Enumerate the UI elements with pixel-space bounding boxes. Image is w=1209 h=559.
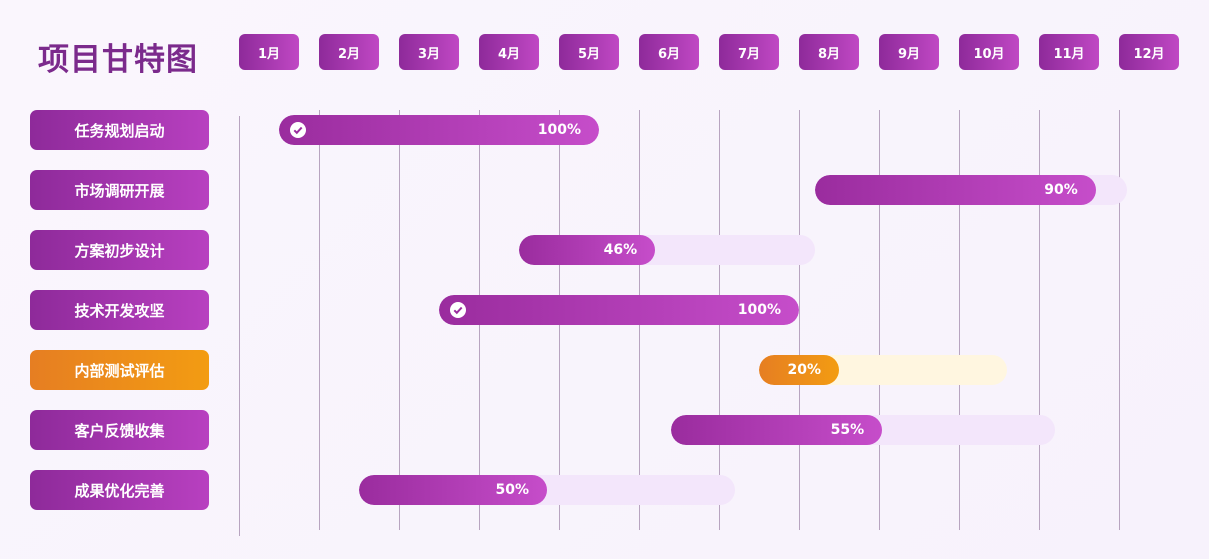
month-header-1[interactable]: 1月 <box>239 34 299 70</box>
task-bar[interactable]: 90% <box>815 175 1127 205</box>
task-label[interactable]: 客户反馈收集 <box>30 410 209 450</box>
grid-line <box>1039 110 1040 530</box>
check-circle-icon <box>450 302 466 318</box>
month-header-5[interactable]: 5月 <box>559 34 619 70</box>
month-header-2[interactable]: 2月 <box>319 34 379 70</box>
month-header-12[interactable]: 12月 <box>1119 34 1179 70</box>
month-header-9[interactable]: 9月 <box>879 34 939 70</box>
task-progress-label: 55% <box>830 422 865 438</box>
month-header-6[interactable]: 6月 <box>639 34 699 70</box>
task-bar[interactable]: 100% <box>439 295 799 325</box>
task-bar[interactable]: 55% <box>671 415 1055 445</box>
task-progress-label: 100% <box>737 302 781 318</box>
grid-line <box>799 110 800 530</box>
check-circle-icon <box>290 122 306 138</box>
task-progress-fill: 50% <box>359 475 547 505</box>
task-progress-label: 20% <box>787 362 821 378</box>
grid-line <box>1119 110 1120 530</box>
task-label[interactable]: 任务规划启动 <box>30 110 209 150</box>
task-progress-label: 50% <box>495 482 529 498</box>
task-progress-fill: 100% <box>279 115 599 145</box>
task-bar[interactable]: 100% <box>279 115 599 145</box>
task-bar[interactable]: 20% <box>759 355 1007 385</box>
grid-line <box>239 116 240 536</box>
task-label[interactable]: 内部测试评估 <box>30 350 209 390</box>
grid-line <box>319 110 320 530</box>
task-progress-fill: 46% <box>519 235 656 265</box>
month-header-3[interactable]: 3月 <box>399 34 459 70</box>
month-header-10[interactable]: 10月 <box>959 34 1019 70</box>
grid-line <box>399 110 400 530</box>
task-progress-fill: 55% <box>671 415 883 445</box>
page-title: 项目甘特图 <box>38 42 198 78</box>
task-progress-label: 46% <box>603 242 638 258</box>
grid-line <box>959 110 960 530</box>
task-progress-fill: 20% <box>759 355 839 385</box>
month-header-4[interactable]: 4月 <box>479 34 539 70</box>
task-label[interactable]: 技术开发攻坚 <box>30 290 209 330</box>
task-bar[interactable]: 50% <box>359 475 735 505</box>
task-bar[interactable]: 46% <box>519 235 815 265</box>
task-label[interactable]: 方案初步设计 <box>30 230 209 270</box>
task-progress-label: 90% <box>1044 182 1078 198</box>
grid-line <box>879 110 880 530</box>
month-header-11[interactable]: 11月 <box>1039 34 1099 70</box>
task-progress-fill: 90% <box>815 175 1096 205</box>
month-header-8[interactable]: 8月 <box>799 34 859 70</box>
task-progress-label: 100% <box>537 122 581 138</box>
month-header-7[interactable]: 7月 <box>719 34 779 70</box>
task-progress-fill: 100% <box>439 295 799 325</box>
task-label[interactable]: 成果优化完善 <box>30 470 209 510</box>
task-label[interactable]: 市场调研开展 <box>30 170 209 210</box>
